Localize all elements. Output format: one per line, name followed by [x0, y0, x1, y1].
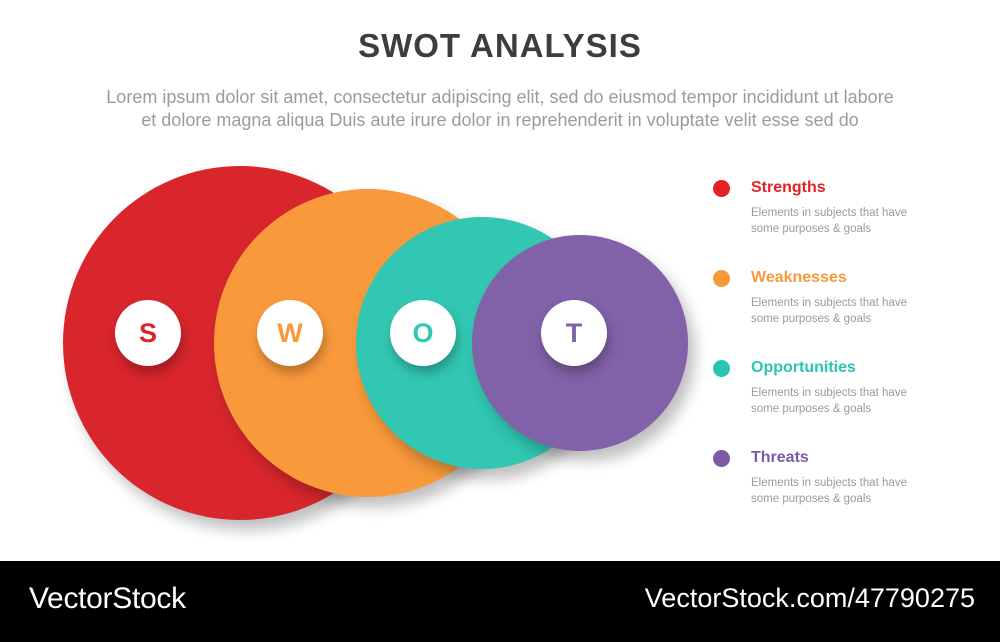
- legend-item-weaknesses: Weaknesses Elements in subjects that hav…: [713, 268, 973, 327]
- watermark-url: VectorStock.com/47790275: [644, 583, 975, 613]
- legend-title-weaknesses: Weaknesses: [751, 269, 847, 286]
- subtitle-line-1: Lorem ipsum dolor sit amet, consectetur …: [106, 87, 894, 107]
- strengths-letter-badge: S: [115, 300, 181, 366]
- subtitle-line-2: et dolore magna aliqua Duis aute irure d…: [141, 110, 859, 130]
- legend-desc-threats: Elements in subjects that have some purp…: [751, 475, 907, 507]
- legend-item-strengths: Strengths Elements in subjects that have…: [713, 178, 973, 237]
- legend-desc-line: some purposes & goals: [751, 313, 872, 325]
- legend-bullet-strengths-icon: [713, 180, 730, 197]
- legend-title-strengths: Strengths: [751, 179, 826, 196]
- legend-desc-line: some purposes & goals: [751, 403, 872, 415]
- legend-desc-opportunities: Elements in subjects that have some purp…: [751, 385, 907, 417]
- strengths-letter: S: [138, 317, 157, 348]
- legend: Strengths Elements in subjects that have…: [713, 178, 973, 538]
- legend-desc-weaknesses: Elements in subjects that have some purp…: [751, 295, 907, 327]
- legend-title-threats: Threats: [751, 449, 809, 466]
- weaknesses-letter: W: [277, 317, 303, 348]
- legend-desc-line: Elements in subjects that have: [751, 477, 907, 489]
- threats-letter-badge: T: [541, 300, 607, 366]
- page-title: SWOT ANALYSIS: [358, 27, 642, 64]
- legend-desc-line: Elements in subjects that have: [751, 207, 907, 219]
- legend-title-opportunities: Opportunities: [751, 359, 856, 376]
- vectorstock-logo: VectorStock: [29, 581, 186, 615]
- legend-bullet-opportunities-icon: [713, 360, 730, 377]
- opportunities-letter: O: [412, 317, 434, 348]
- legend-desc-line: Elements in subjects that have: [751, 387, 907, 399]
- legend-bullet-threats-icon: [713, 450, 730, 467]
- subtitle: Lorem ipsum dolor sit amet, consectetur …: [0, 86, 1000, 132]
- legend-desc-line: some purposes & goals: [751, 493, 872, 505]
- threats-letter: T: [565, 317, 583, 348]
- legend-item-opportunities: Opportunities Elements in subjects that …: [713, 358, 973, 417]
- weaknesses-letter-badge: W: [257, 300, 323, 366]
- legend-item-threats: Threats Elements in subjects that have s…: [713, 448, 973, 507]
- legend-bullet-weaknesses-icon: [713, 270, 730, 287]
- watermark-bar: VectorStock VectorStock.com/47790275: [0, 561, 1000, 642]
- opportunities-letter-badge: O: [390, 300, 456, 366]
- legend-desc-line: some purposes & goals: [751, 223, 872, 235]
- legend-desc-line: Elements in subjects that have: [751, 297, 907, 309]
- legend-desc-strengths: Elements in subjects that have some purp…: [751, 205, 907, 237]
